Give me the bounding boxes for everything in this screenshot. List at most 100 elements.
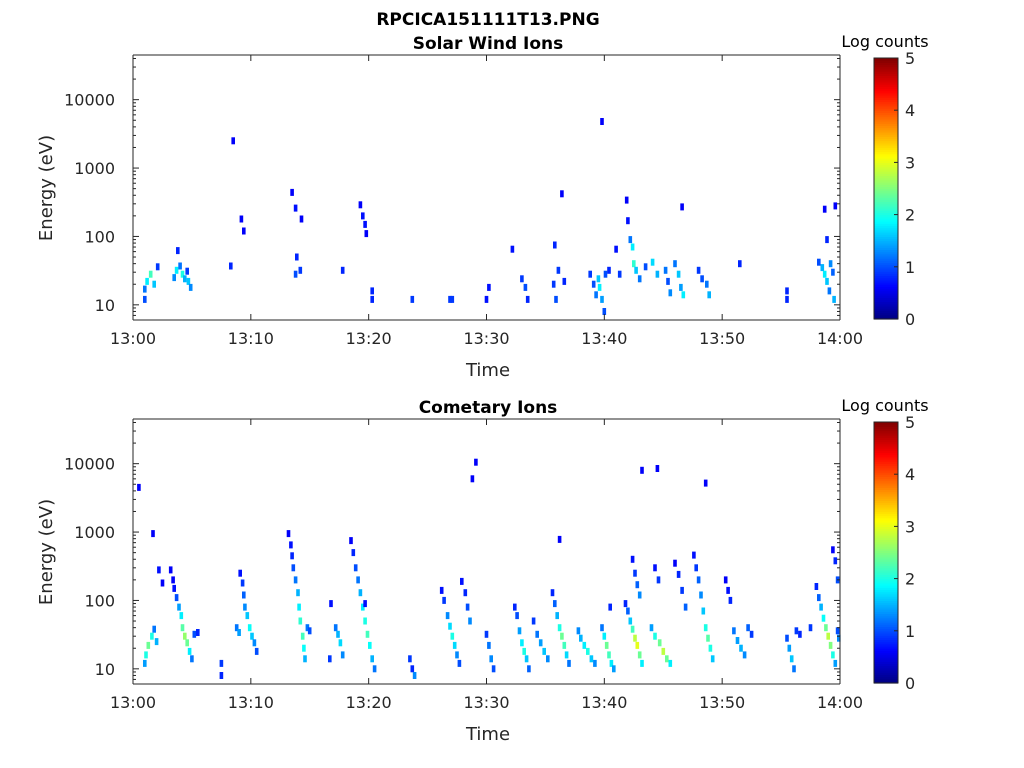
cometary-cell [368,641,372,649]
cometary-colorbar-segment [874,465,898,469]
cometary-cell [600,624,604,632]
cometary-cell [293,576,298,584]
cometary-colorbar-segment [874,572,898,575]
cometary-colorbar-segment [874,661,898,665]
solar-wind-plot-area[interactable] [133,55,840,320]
cometary-cell [291,564,296,572]
cometary-cell [351,549,356,557]
cometary-colorbar-segment [874,659,898,662]
cometary-cell [363,617,367,625]
cometary-cell [828,641,833,649]
cometary-plot-area[interactable] [133,419,840,684]
solar-wind-colorbar-segment [874,149,898,153]
cometary-colorbar-segment [874,667,898,671]
solar-wind-cell [785,295,789,303]
solar-wind-cell [700,275,704,283]
solar-wind-colorbar-segment [874,290,898,294]
cometary-colorbar-segment [874,430,898,434]
solar-wind-cell [614,245,618,253]
solar-wind-colorbar-segment [874,147,898,150]
cometary-colorbar-segment [874,532,898,536]
solar-wind-cell [448,295,452,303]
cometary-cell [628,617,633,625]
solar-wind-cell [525,295,530,303]
solar-wind-colorbar-segment [874,314,898,318]
solar-wind-colorbar-segment [874,188,898,192]
cometary-y-label: Energy (eV) [36,499,57,605]
solar-wind-colorbar-segment [874,316,898,320]
cometary-cell [333,624,338,632]
solar-wind-colorbar-segment [874,73,898,76]
solar-wind-colorbar-segment [874,125,898,129]
solar-wind-colorbar-segment [874,86,898,90]
cometary-cell [562,641,567,649]
cometary-colorbar-segment [874,578,898,582]
solar-wind-colorbar-segment [874,151,898,155]
cometary-colorbar-segment [874,554,898,558]
cometary-cell [192,630,197,638]
cometary-x-tick-label: 13:10 [228,693,274,712]
cometary-colorbar-segment [874,663,898,667]
cometary-colorbar-segment [874,535,898,538]
solar-wind-cell [176,247,180,255]
solar-wind-colorbar-tick-label: 0 [905,310,915,329]
solar-wind-colorbar-segment [874,101,898,105]
cometary-cell [653,632,657,640]
cometary-cell [219,672,224,679]
cometary-cell [234,624,239,632]
cometary-cell [640,659,644,667]
cometary-colorbar-segment [874,648,898,651]
solar-wind-colorbar-segment [874,210,898,214]
cometary-colorbar-segment [874,502,898,506]
cometary-colorbar-segment [874,678,898,682]
solar-wind-colorbar-tick-label: 4 [905,101,915,120]
solar-wind-colorbar-segment [874,162,898,166]
cometary-colorbar-segment [874,517,898,521]
cometary-cell [174,594,179,602]
figure-title: RPCICA151111T13.PNG [376,10,599,30]
solar-wind-title: Solar Wind Ions [413,34,564,54]
cometary-cell [726,586,730,594]
cometary-colorbar-segment [874,639,898,643]
cometary-cell [746,624,750,632]
cometary-colorbar-segment [874,524,898,527]
cometary-cell [602,632,607,640]
cometary-cell [522,647,526,655]
cometary-cell [185,639,189,647]
solar-wind-colorbar-segment [874,284,898,287]
cometary-colorbar-segment [874,456,898,460]
cometary-colorbar-segment [874,654,898,658]
solar-wind-colorbar-segment [874,253,898,257]
solar-wind-heatmap-cells [143,118,838,315]
solar-wind-cell [229,262,233,270]
solar-wind-cell [680,203,684,211]
solar-wind-colorbar-segment [874,221,898,224]
cometary-cell [589,655,594,663]
cometary-colorbar-segment [874,630,898,634]
cometary-cell [676,570,681,578]
solar-wind-colorbar-segment [874,127,898,131]
solar-wind-colorbar-segment [874,94,898,98]
solar-wind-colorbar-segment [874,179,898,183]
solar-wind-x-tick-label: 14:00 [817,329,863,348]
cometary-colorbar-segment [874,598,898,601]
solar-wind-cell [239,215,244,223]
cometary-cell [542,647,546,655]
solar-wind-colorbar-segment [874,155,898,159]
cometary-cell [819,603,823,611]
cometary-colorbar-segment [874,443,898,447]
cometary-cell [692,551,696,559]
solar-wind-colorbar-segment [874,99,898,103]
cometary-cell [412,672,417,679]
cometary-cell [290,552,294,560]
cometary-cell [513,603,517,611]
cometary-colorbar-tick-label: 0 [905,674,915,693]
cometary-axes: 13:00 13:10 13:20 13:30 13:40 13:50 14:00 10 100… [64,418,863,712]
cometary-cell [792,665,796,673]
solar-wind-colorbar-segment [874,81,898,85]
cometary-cell [637,651,642,659]
cometary-cell [553,600,557,608]
solar-wind-colorbar-tick-label: 1 [905,258,915,277]
solar-wind-colorbar-segment [874,255,898,259]
cometary-colorbar-segment [874,567,898,571]
